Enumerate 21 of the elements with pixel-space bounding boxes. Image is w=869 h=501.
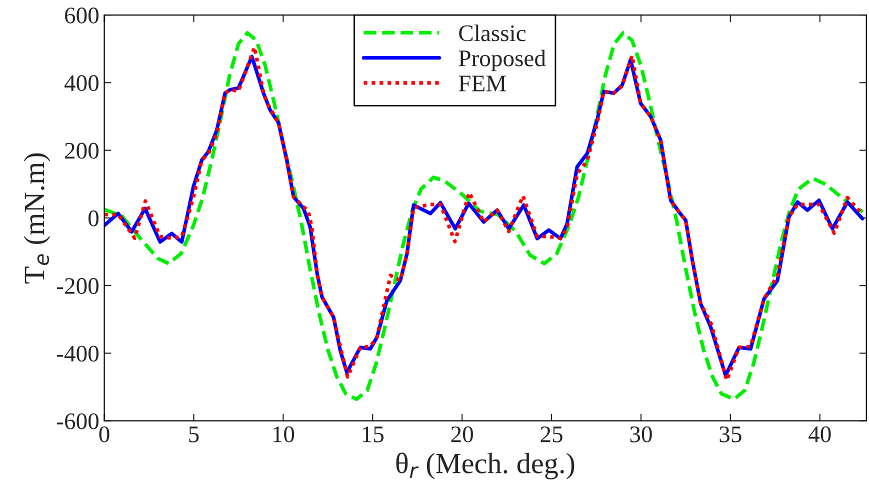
y-tick-label: 400 <box>64 75 99 92</box>
x-tick-label: 10 <box>273 426 294 442</box>
x-tick-label: 0 <box>99 426 110 442</box>
y-tick-label: 0 <box>88 210 99 226</box>
y-tick-label: 600 <box>65 8 99 24</box>
y-tick-label: -200 <box>57 278 99 294</box>
x-tick-label: 40 <box>808 426 831 442</box>
y-tick-label: -600 <box>57 413 99 430</box>
x-tick-label: 15 <box>362 426 384 442</box>
legend-label: Classic <box>459 24 526 42</box>
y-tick-label: 200 <box>65 142 99 159</box>
x-tick-label: 35 <box>720 426 742 442</box>
legend-label: FEM <box>458 76 506 92</box>
x-tick-label: 25 <box>540 426 562 442</box>
x-tick-label: 5 <box>189 426 199 442</box>
y-axis-title: T$_{e}$ (mN.m) <box>24 153 50 284</box>
x-axis-title: θ$_{r}$ (Mech. deg.) <box>396 452 574 480</box>
x-tick-label: 30 <box>630 426 652 442</box>
y-tick-label: -400 <box>57 346 99 362</box>
x-tick-label: 20 <box>451 426 473 442</box>
legend-label: Proposed <box>458 50 546 72</box>
